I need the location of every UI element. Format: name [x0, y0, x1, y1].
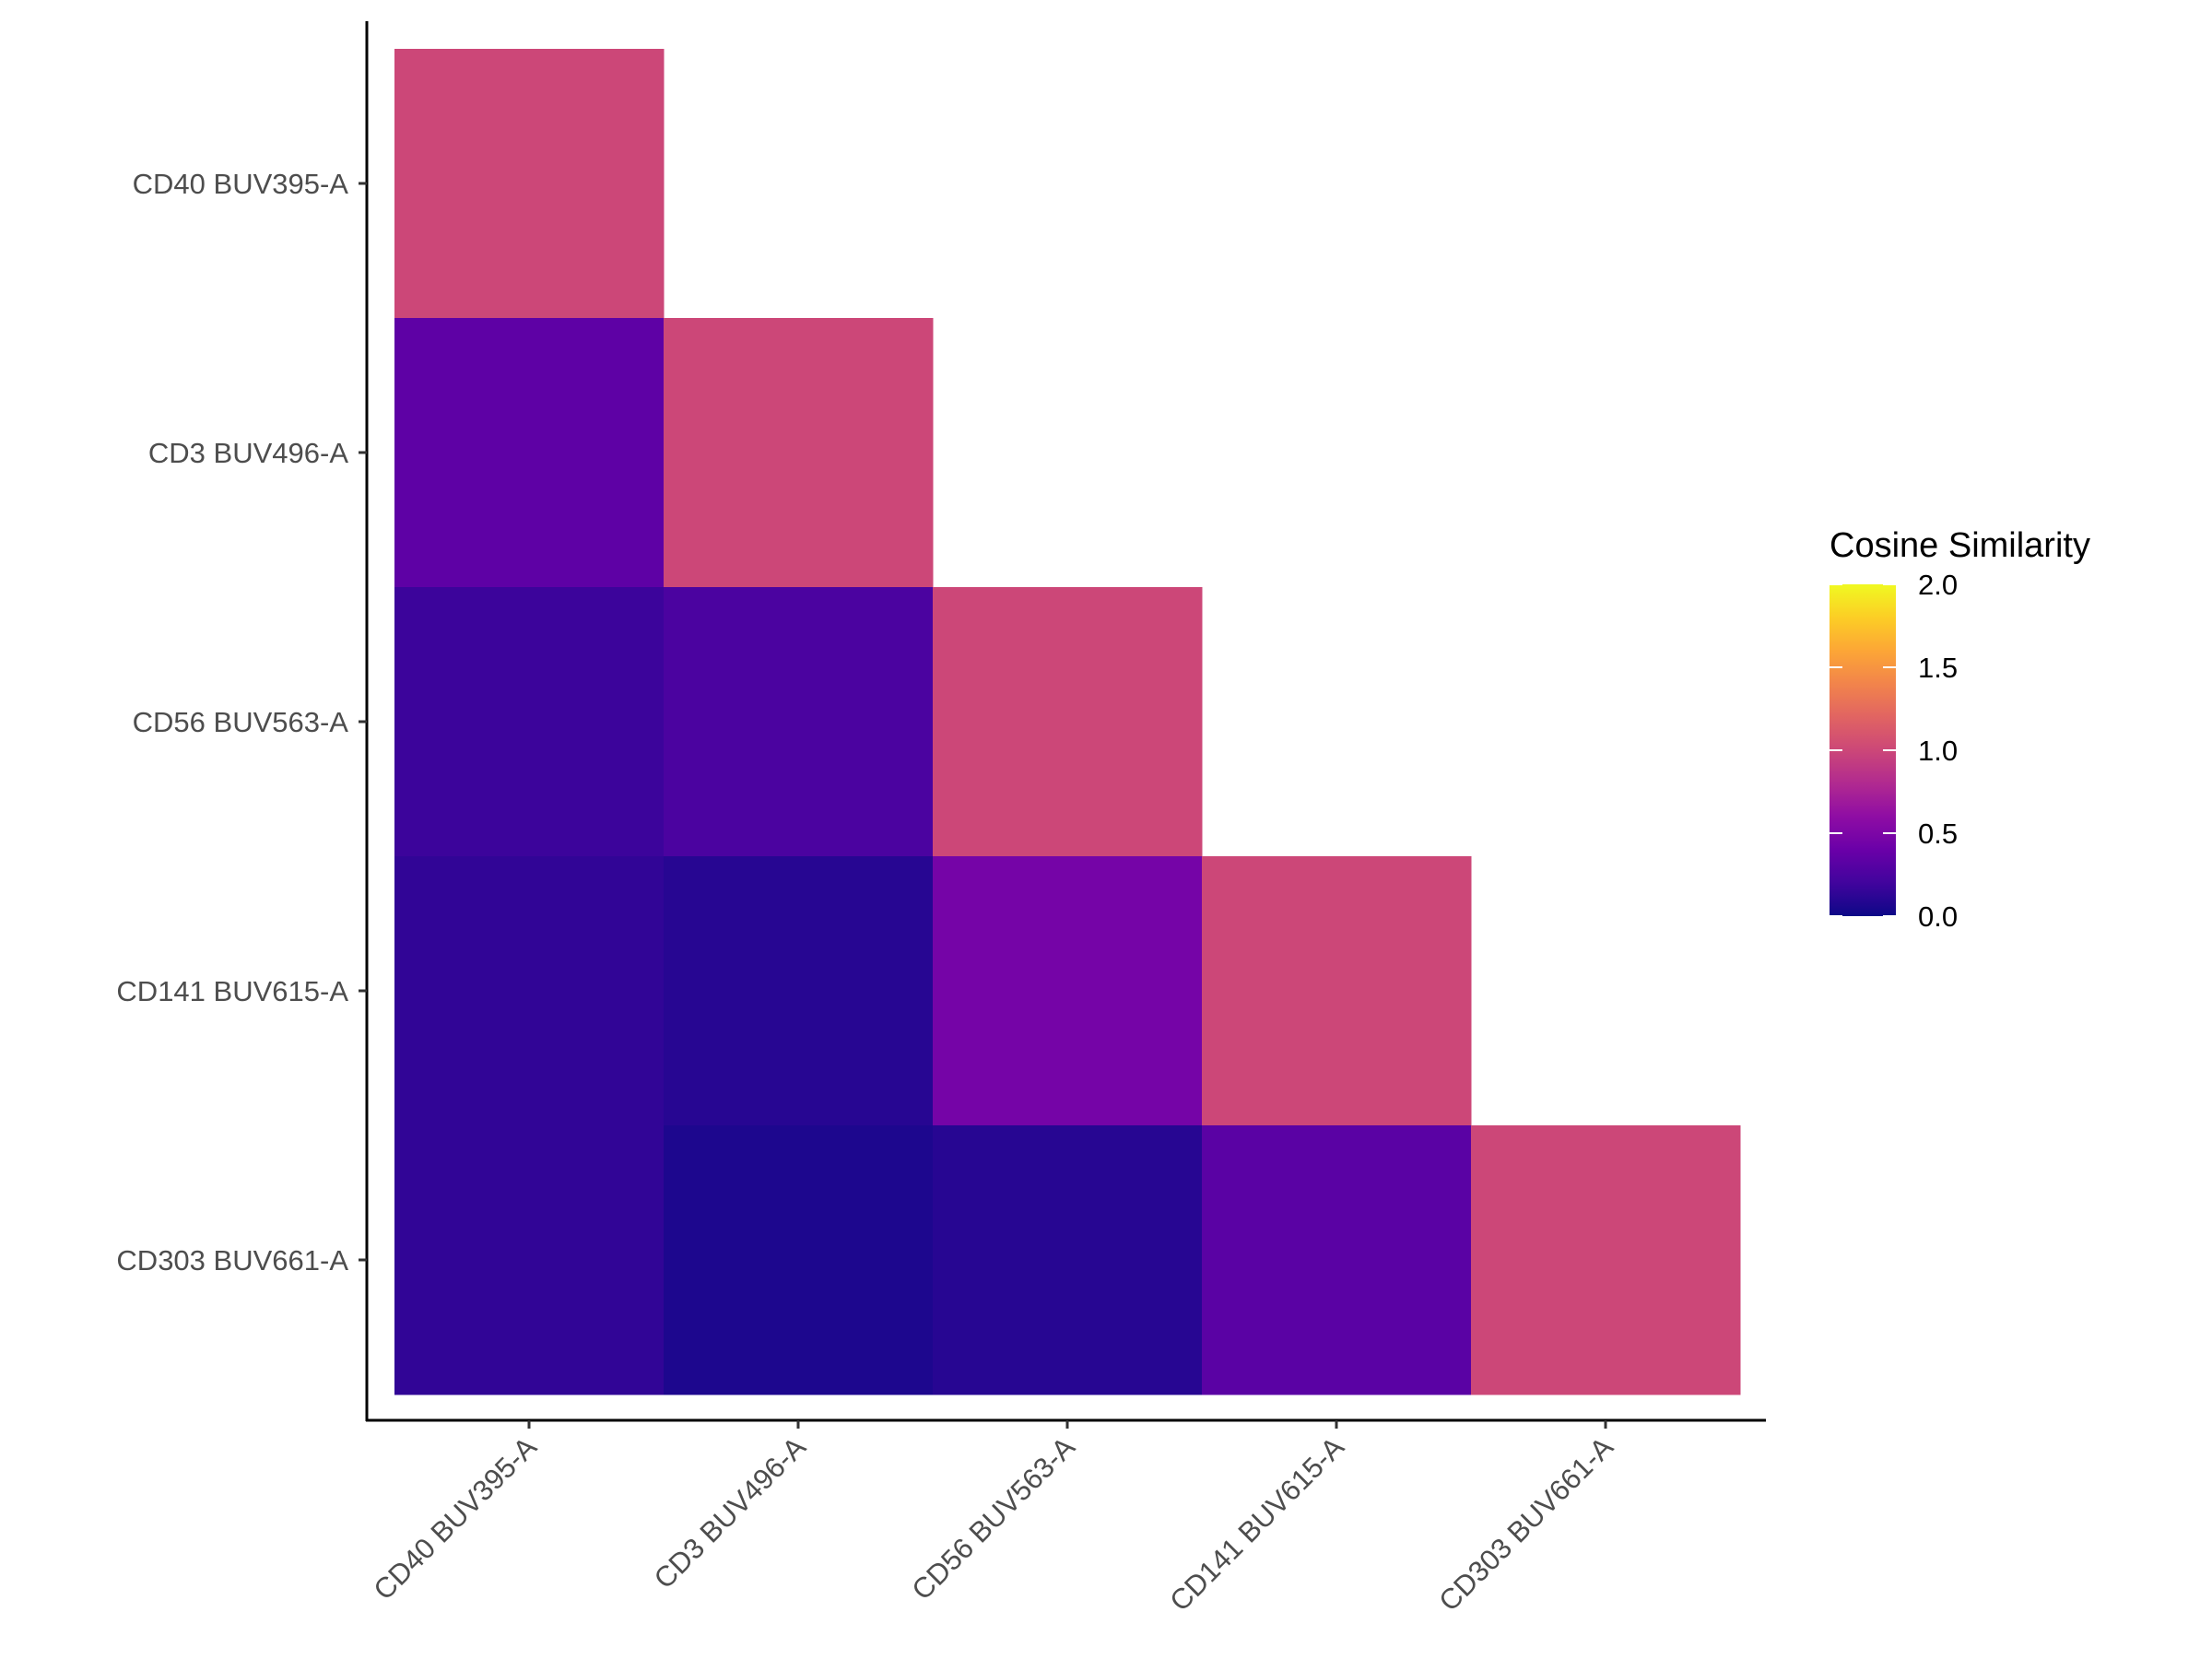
legend-tick-label: 0.0: [1918, 900, 1958, 933]
legend-tick-label: 2.0: [1918, 569, 1958, 601]
x-tick-label: CD40 BUV395-A: [367, 1430, 543, 1606]
x-tick-label: CD3 BUV496-A: [648, 1430, 812, 1594]
y-tick-label: CD56 BUV563-A: [133, 706, 349, 738]
x-tick-label: CD56 BUV563-A: [905, 1430, 1081, 1606]
heatmap-cell: [394, 587, 665, 857]
heatmap-tiles: [394, 49, 1741, 1395]
y-tick-label: CD303 BUV661-A: [116, 1244, 348, 1277]
color-legend: Cosine Similarity 0.0 0.5 1.0 1.5 2.0: [1830, 526, 2090, 933]
legend-tick-label: 1.0: [1918, 735, 1958, 767]
heatmap-cell: [394, 49, 665, 319]
heatmap-cell: [664, 318, 934, 588]
y-tick-label: CD3 BUV496-A: [148, 437, 348, 469]
heatmap-cell: [933, 587, 1203, 857]
heatmap-cell: [664, 587, 934, 857]
x-tick-label: CD303 BUV661-A: [1432, 1430, 1619, 1618]
y-tick-label: CD40 BUV395-A: [133, 168, 349, 200]
legend-tick-label: 1.5: [1918, 652, 1958, 684]
y-tick-label: CD141 BUV615-A: [116, 975, 348, 1007]
x-tick-label: CD141 BUV615-A: [1163, 1430, 1350, 1618]
heatmap-cell: [933, 856, 1203, 1126]
heatmap-cell: [394, 1125, 665, 1395]
legend-tick-label: 0.5: [1918, 818, 1958, 850]
heatmap-cell: [1471, 1125, 1741, 1395]
heatmap-cell: [933, 1125, 1203, 1395]
legend-title: Cosine Similarity: [1830, 526, 2090, 565]
heatmap-cell: [664, 1125, 934, 1395]
heatmap-cell: [1202, 856, 1472, 1126]
heatmap-cell: [394, 318, 665, 588]
x-axis-ticks: CD40 BUV395-A CD3 BUV496-A CD56 BUV563-A CD…: [367, 1420, 1619, 1618]
heatmap-cell: [664, 856, 934, 1126]
heatmap-cell: [394, 856, 665, 1126]
y-axis-ticks: CD40 BUV395-A CD3 BUV496-A CD56 BUV563-A CD…: [116, 168, 367, 1277]
heatmap-cell: [1202, 1125, 1472, 1395]
